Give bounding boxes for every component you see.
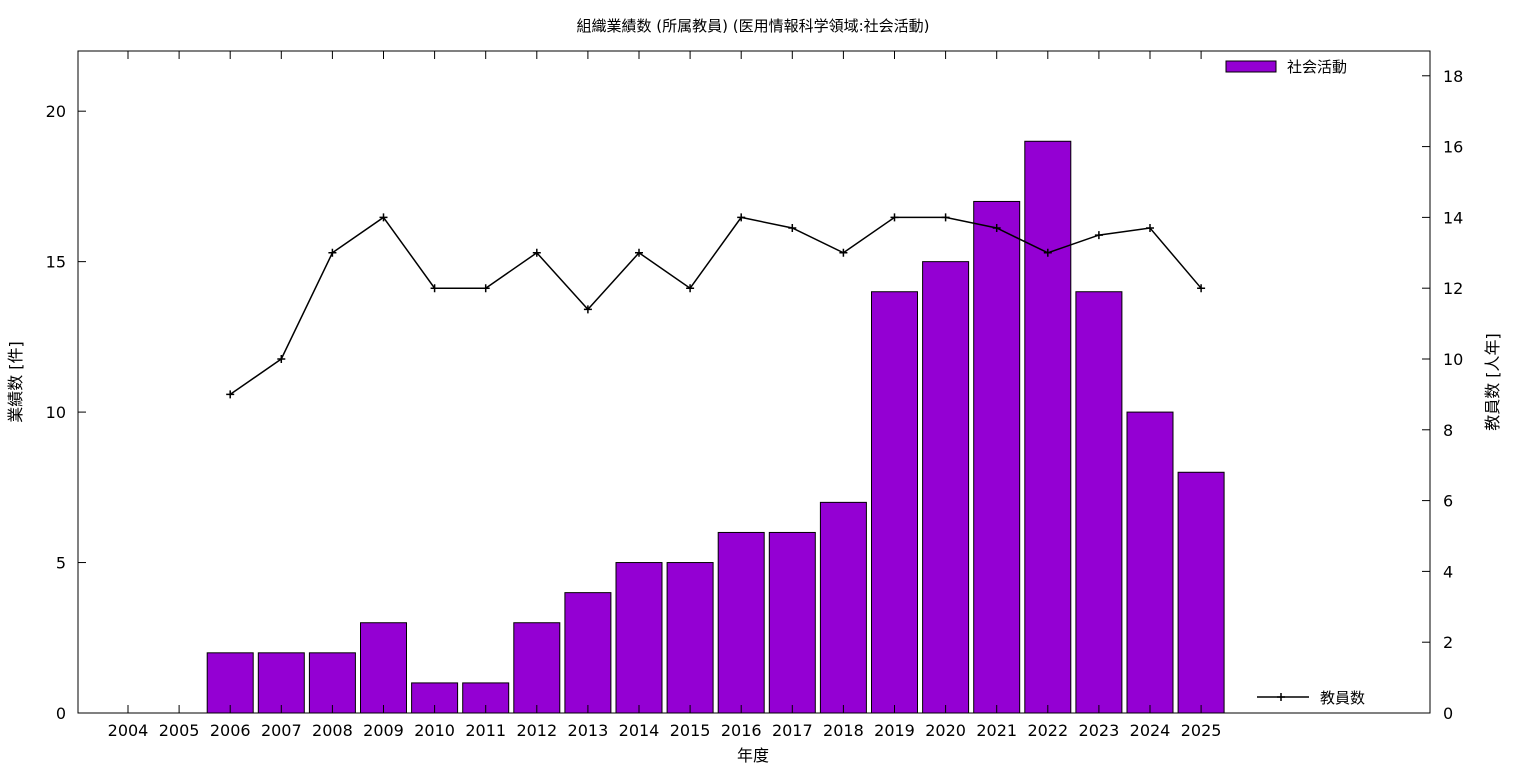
bar-2022 — [1024, 140, 1072, 714]
x-tick-label-2025: 2025 — [1181, 721, 1222, 740]
bar-2018 — [819, 501, 867, 714]
x-tick-label-2016: 2016 — [721, 721, 762, 740]
bar-2009 — [360, 622, 407, 714]
point-2017 — [788, 224, 797, 233]
bar-2024 — [1126, 411, 1174, 714]
bar-2025 — [1177, 471, 1225, 714]
x-tick-label-2009: 2009 — [363, 721, 404, 740]
x-tick-label-2024: 2024 — [1130, 721, 1171, 740]
y2-tick-label-12: 12 — [1443, 279, 1463, 298]
x-tick-label-2004: 2004 — [108, 721, 149, 740]
point-2024 — [1146, 224, 1154, 233]
y-tick-label-10: 10 — [46, 403, 66, 422]
legend-bar-label: 社会活動 — [1287, 58, 1347, 76]
x-tick-label-2006: 2006 — [210, 721, 251, 740]
y-tick-label-0: 0 — [56, 704, 66, 723]
point-2022 — [1043, 248, 1052, 257]
point-2019 — [890, 213, 899, 222]
y2-tick-label-2: 2 — [1443, 633, 1453, 652]
point-2009 — [379, 213, 388, 222]
x-tick-label-2020: 2020 — [925, 721, 966, 740]
legend-line-label: 教員数 — [1320, 689, 1365, 707]
bar-2014 — [615, 562, 663, 714]
x-tick-label-2007: 2007 — [261, 721, 302, 740]
y2-axis-title: 教員数 [人年] — [1483, 333, 1502, 431]
bar-2008 — [308, 652, 356, 714]
y2-tick-label-18: 18 — [1443, 67, 1463, 86]
x-tick-label-2005: 2005 — [159, 721, 200, 740]
point-2008 — [328, 248, 337, 257]
x-tick-label-2012: 2012 — [516, 721, 557, 740]
y2-tick-label-16: 16 — [1443, 138, 1463, 157]
legend-bar-swatch — [1225, 60, 1277, 73]
legend-line-marker — [1277, 693, 1285, 701]
point-2007 — [277, 354, 286, 363]
bar-2021 — [973, 200, 1021, 714]
x-tick-label-2013: 2013 — [568, 721, 609, 740]
x-tick-label-2019: 2019 — [874, 721, 915, 740]
y2-tick-label-8: 8 — [1443, 421, 1453, 440]
point-2006 — [226, 390, 235, 399]
x-tick-label-2010: 2010 — [414, 721, 455, 740]
x-tick-label-2021: 2021 — [976, 721, 1017, 740]
point-2023 — [1094, 231, 1103, 240]
x-tick-label-2015: 2015 — [670, 721, 711, 740]
x-tick-label-2023: 2023 — [1079, 721, 1120, 740]
x-tick-label-2011: 2011 — [465, 721, 506, 740]
x-tick-label-2022: 2022 — [1027, 721, 1068, 740]
y2-tick-label-14: 14 — [1443, 208, 1463, 227]
x-tick-label-2008: 2008 — [312, 721, 353, 740]
point-2012 — [532, 248, 541, 257]
y-tick-label-20: 20 — [46, 102, 66, 121]
point-2010 — [430, 284, 439, 293]
point-2016 — [737, 213, 746, 222]
line-layer — [226, 213, 1206, 399]
point-2021 — [992, 224, 1001, 233]
legend-line: 教員数 — [1257, 689, 1365, 707]
y2-tick-label-10: 10 — [1443, 350, 1463, 369]
point-2015 — [686, 284, 695, 293]
point-2014 — [635, 248, 643, 257]
x-tick-label-2017: 2017 — [772, 721, 813, 740]
y2-tick-label-0: 0 — [1443, 704, 1453, 723]
point-2018 — [839, 248, 848, 257]
bar-2012 — [513, 622, 561, 714]
point-2025 — [1197, 284, 1206, 293]
bar-2017 — [768, 531, 816, 714]
bar-2023 — [1075, 291, 1123, 714]
point-2011 — [481, 284, 490, 293]
y-tick-label-15: 15 — [46, 253, 66, 272]
series-line-teachers — [229, 216, 1202, 396]
chart-title: 組織業績数 (所属教員) (医用情報科学領域:社会活動) — [576, 17, 929, 35]
point-2013 — [583, 305, 592, 314]
bar-2013 — [564, 592, 612, 714]
bar-2020 — [922, 261, 970, 714]
y-tick-label-5: 5 — [56, 554, 66, 573]
legend-bar: 社会活動 — [1225, 58, 1347, 76]
bar-2007 — [257, 652, 305, 714]
bars-layer — [206, 140, 1225, 714]
bar-2006 — [206, 652, 254, 714]
bar-2015 — [666, 562, 714, 714]
point-2020 — [941, 213, 950, 222]
x-tick-label-2014: 2014 — [619, 721, 660, 740]
x-axis-title: 年度 — [737, 746, 769, 765]
y-axis-title: 業績数 [件] — [6, 341, 25, 423]
bar-2016 — [717, 531, 765, 714]
x-tick-label-2018: 2018 — [823, 721, 864, 740]
y2-tick-label-6: 6 — [1443, 492, 1453, 511]
y2-tick-label-4: 4 — [1443, 562, 1453, 581]
ticks-layer: 2004 2005 2006 2007 2008 2009 2010 2011 2012 2013… — [46, 51, 1463, 740]
bar-2019 — [871, 291, 918, 714]
